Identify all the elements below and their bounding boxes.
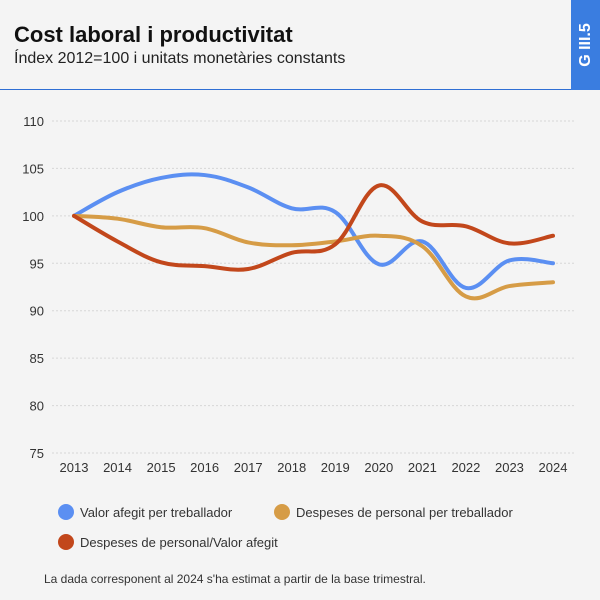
legend-swatch-valor-afegit	[58, 504, 74, 520]
legend-item-despeses-personal: Despeses de personal per treballador	[274, 504, 513, 520]
figure-code-tab: G III.5	[571, 0, 600, 90]
legend-swatch-despeses-personal	[274, 504, 290, 520]
legend-swatch-ratio	[58, 534, 74, 550]
y-tick-label: 90	[30, 304, 44, 319]
x-tick-label: 2019	[321, 460, 350, 475]
line-chart: 75 80 85 90 95 100 105 110 2013 2014 2015 2016 2017 2…	[22, 114, 574, 475]
y-tick-label: 100	[22, 209, 44, 224]
x-tick-label: 2015	[147, 460, 176, 475]
x-tick-label: 2021	[408, 460, 437, 475]
x-tick-label: 2013	[60, 460, 89, 475]
legend-label-despeses-personal: Despeses de personal per treballador	[296, 504, 513, 520]
series-line-ratio	[72, 183, 555, 272]
legend-item-valor-afegit: Valor afegit per treballador	[58, 504, 232, 520]
figure-code: G III.5	[576, 23, 594, 67]
series-line-despeses-personal	[72, 213, 555, 301]
x-tick-label: 2023	[495, 460, 524, 475]
legend-item-ratio: Despeses de personal/Valor afegit	[58, 534, 278, 550]
legend-label-ratio: Despeses de personal/Valor afegit	[80, 534, 278, 550]
y-tick-label: 80	[30, 399, 44, 414]
x-tick-label: 2022	[451, 460, 480, 475]
y-tick-label: 95	[30, 256, 44, 271]
x-tick-label: 2024	[539, 460, 568, 475]
chart-subtitle: Índex 2012=100 i unitats monetàries cons…	[14, 50, 346, 67]
x-tick-label: 2016	[190, 460, 219, 475]
chart-title: Cost laboral i productivitat	[14, 22, 293, 47]
x-tick-label: 2017	[234, 460, 263, 475]
header-divider	[0, 89, 571, 90]
y-tick-label: 85	[30, 351, 44, 366]
series-line-valor-afegit	[72, 172, 555, 290]
footnote: La dada corresponent al 2024 s'ha estima…	[44, 572, 426, 586]
y-tick-label: 110	[23, 114, 44, 129]
x-tick-label: 2018	[277, 460, 306, 475]
y-tick-label: 75	[30, 446, 44, 461]
x-tick-label: 2020	[364, 460, 393, 475]
y-tick-label: 105	[22, 161, 44, 176]
legend-label-valor-afegit: Valor afegit per treballador	[80, 504, 233, 520]
x-tick-label: 2014	[103, 460, 132, 475]
